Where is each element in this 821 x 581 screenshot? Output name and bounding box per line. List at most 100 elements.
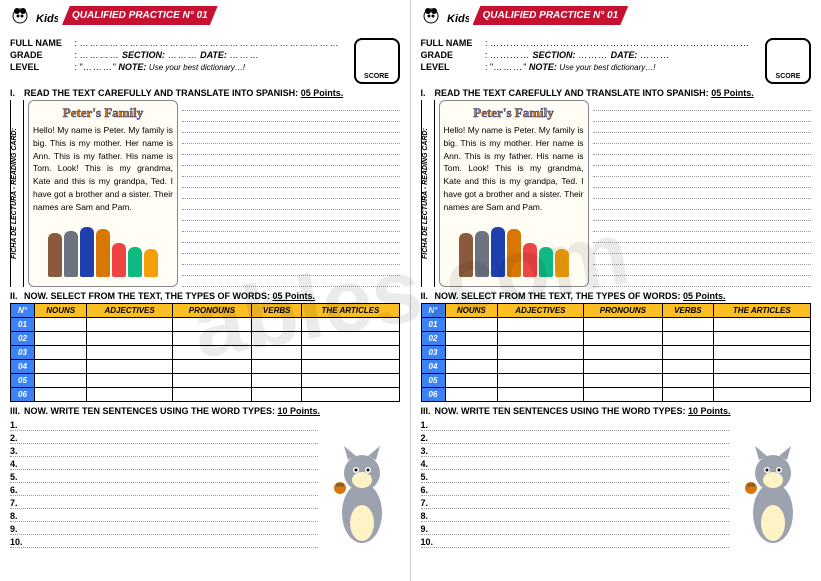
table-row-num: 05 (11, 374, 35, 388)
translation-lines[interactable] (593, 100, 812, 287)
kids-logo: Kids (10, 6, 58, 34)
table-cell[interactable] (35, 346, 87, 360)
table-cell[interactable] (498, 346, 584, 360)
table-cell[interactable] (713, 374, 810, 388)
worksheet-right: KidsQUALIFIED PRACTICE N° 01FULL NAME : … (411, 0, 821, 581)
table-cell[interactable] (713, 388, 810, 402)
table-header: PRONOUNS (172, 304, 251, 318)
table-cell[interactable] (172, 360, 251, 374)
grade-field[interactable]: GRADE : ………… SECTION: ……… DATE: ……… (421, 50, 760, 60)
table-row-num: 01 (421, 318, 445, 332)
full-name-field[interactable]: FULL NAME : …………………………………………………………………… (10, 38, 348, 48)
table-cell[interactable] (498, 332, 584, 346)
table-cell[interactable] (583, 332, 662, 346)
table-cell[interactable] (713, 332, 810, 346)
table-header: N° (11, 304, 35, 318)
table-cell[interactable] (498, 360, 584, 374)
word-types-table[interactable]: N°NOUNSADJECTIVESPRONOUNSVERBSTHE ARTICL… (421, 303, 812, 402)
table-cell[interactable] (302, 346, 399, 360)
table-cell[interactable] (35, 374, 87, 388)
score-box: SCORE (765, 38, 811, 84)
table-header: THE ARTICLES (302, 304, 399, 318)
table-cell[interactable] (663, 374, 713, 388)
table-row-num: 06 (421, 388, 445, 402)
table-cell[interactable] (445, 318, 498, 332)
story-title: Peter's Family (33, 105, 173, 121)
table-cell[interactable] (583, 360, 662, 374)
grade-field[interactable]: GRADE : ………… SECTION: ……… DATE: ……… (10, 50, 348, 60)
table-row-num: 01 (11, 318, 35, 332)
table-cell[interactable] (663, 388, 713, 402)
table-cell[interactable] (445, 332, 498, 346)
table-cell[interactable] (583, 374, 662, 388)
table-cell[interactable] (87, 346, 172, 360)
table-cell[interactable] (252, 332, 302, 346)
table-cell[interactable] (302, 374, 399, 388)
section-3-heading: III.NOW. WRITE TEN SENTENCES USING THE W… (10, 406, 400, 416)
table-cell[interactable] (302, 332, 399, 346)
table-cell[interactable] (302, 318, 399, 332)
table-cell[interactable] (252, 360, 302, 374)
table-cell[interactable] (87, 374, 172, 388)
table-cell[interactable] (498, 318, 584, 332)
table-row-num: 06 (11, 388, 35, 402)
sentence-lines[interactable]: 1.2.3.4.5.6.7.8.9.10. (421, 418, 730, 548)
table-cell[interactable] (252, 318, 302, 332)
table-cell[interactable] (583, 318, 662, 332)
table-row-num: 05 (421, 374, 445, 388)
table-cell[interactable] (35, 332, 87, 346)
level-field[interactable]: LEVEL : "………" NOTE: Use your best dictio… (421, 62, 760, 72)
table-row-num: 04 (421, 360, 445, 374)
table-cell[interactable] (172, 374, 251, 388)
table-cell[interactable] (713, 346, 810, 360)
table-header: VERBS (663, 304, 713, 318)
section-3-heading: III.NOW. WRITE TEN SENTENCES USING THE W… (421, 406, 812, 416)
table-cell[interactable] (445, 360, 498, 374)
table-cell[interactable] (713, 360, 810, 374)
table-cell[interactable] (172, 332, 251, 346)
table-row-num: 02 (421, 332, 445, 346)
table-cell[interactable] (498, 388, 584, 402)
section-2-heading: II.NOW. SELECT FROM THE TEXT, THE TYPES … (10, 291, 400, 301)
table-cell[interactable] (35, 318, 87, 332)
table-header: VERBS (252, 304, 302, 318)
table-cell[interactable] (87, 360, 172, 374)
table-row-num: 03 (421, 346, 445, 360)
table-cell[interactable] (445, 346, 498, 360)
table-cell[interactable] (302, 388, 399, 402)
score-box: SCORE (354, 38, 400, 84)
table-cell[interactable] (35, 360, 87, 374)
table-cell[interactable] (87, 388, 172, 402)
full-name-field[interactable]: FULL NAME : …………………………………………………………………… (421, 38, 760, 48)
table-cell[interactable] (172, 388, 251, 402)
story-text: Hello! My name is Peter. My family is bi… (33, 124, 173, 213)
table-cell[interactable] (35, 388, 87, 402)
level-field[interactable]: LEVEL : "………" NOTE: Use your best dictio… (10, 62, 348, 72)
table-cell[interactable] (445, 388, 498, 402)
table-cell[interactable] (583, 388, 662, 402)
table-header: PRONOUNS (583, 304, 662, 318)
table-cell[interactable] (663, 332, 713, 346)
table-cell[interactable] (663, 346, 713, 360)
table-header: NOUNS (35, 304, 87, 318)
table-cell[interactable] (498, 374, 584, 388)
reading-card-label: FICHA DE LECTURA - READING CARD: (10, 100, 24, 287)
svg-text:Kids: Kids (447, 13, 469, 25)
table-cell[interactable] (252, 374, 302, 388)
sentence-lines[interactable]: 1.2.3.4.5.6.7.8.9.10. (10, 418, 318, 548)
table-cell[interactable] (252, 388, 302, 402)
table-cell[interactable] (87, 332, 172, 346)
table-cell[interactable] (172, 346, 251, 360)
table-cell[interactable] (663, 360, 713, 374)
table-cell[interactable] (302, 360, 399, 374)
table-cell[interactable] (252, 346, 302, 360)
table-cell[interactable] (583, 346, 662, 360)
table-cell[interactable] (663, 318, 713, 332)
table-cell[interactable] (713, 318, 810, 332)
kids-logo: Kids (421, 6, 469, 34)
table-cell[interactable] (172, 318, 251, 332)
translation-lines[interactable] (182, 100, 400, 287)
table-cell[interactable] (87, 318, 172, 332)
table-cell[interactable] (445, 374, 498, 388)
word-types-table[interactable]: N°NOUNSADJECTIVESPRONOUNSVERBSTHE ARTICL… (10, 303, 400, 402)
